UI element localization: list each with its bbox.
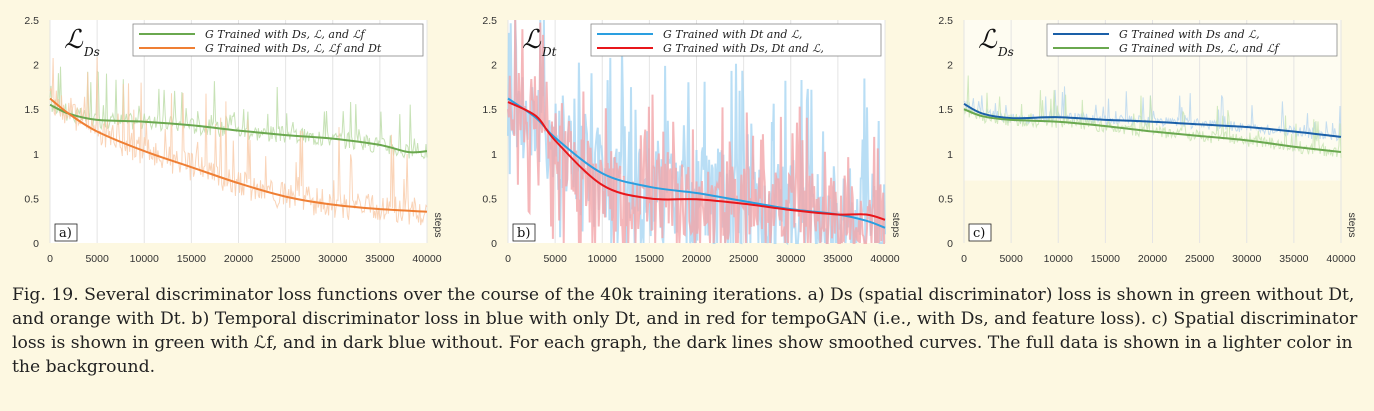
panel-label-box	[968, 223, 992, 242]
x-tick-label: 20000	[682, 253, 711, 265]
panel-label-box	[512, 223, 536, 242]
y-tick-label: 0.5	[24, 193, 39, 205]
x-tick-label: 40000	[870, 253, 899, 265]
y-tick-label: 0.5	[938, 193, 953, 205]
y-tick-label: 0.5	[482, 193, 497, 205]
y-tick-label: 2.5	[482, 15, 497, 27]
y-tick-label: 0	[947, 238, 953, 250]
y-tick-label: 1.5	[938, 104, 953, 116]
y-tick-label: 0	[33, 238, 39, 250]
x-tick-label: 5000	[543, 253, 567, 265]
loss-symbol: ℒ	[522, 25, 542, 55]
x-tick-label: 25000	[729, 253, 758, 265]
chart-c-svg: 0 0.5 1 1.5 2 2.5 0 5000 10000 15000 20000 25000 300…	[938, 15, 1358, 265]
chart-panel-a: 0 0.5 1 1.5 2 2.5 0 5000 10000 15000 20000 25000 300…	[0, 0, 455, 270]
x-tick-label: 5000	[85, 253, 109, 265]
x-axis-label: steps	[890, 212, 902, 237]
x-tick-label: 10000	[1044, 253, 1073, 265]
x-tick-label: 35000	[1279, 253, 1308, 265]
raw-data-series-2	[963, 75, 1342, 158]
panel-label: b)	[517, 226, 530, 241]
y-tick-label: 1.5	[482, 104, 497, 116]
x-tick-label: 15000	[177, 253, 206, 265]
x-tick-label: 0	[961, 253, 967, 265]
x-tick-label: 25000	[1185, 253, 1214, 265]
legend-entry: G Trained with Ds, ℒ, and ℒf	[205, 28, 366, 41]
loss-symbol: ℒ	[64, 25, 84, 55]
x-tick-label: 10000	[588, 253, 617, 265]
smoothed-series-2	[963, 108, 1342, 153]
x-tick-label: 35000	[365, 253, 394, 265]
x-tick-label: 40000	[1326, 253, 1355, 265]
x-tick-label: 30000	[318, 253, 347, 265]
panel-label: c)	[973, 226, 985, 241]
y-tick-label: 2.5	[24, 15, 39, 27]
smoothed-series-2	[507, 101, 886, 221]
y-tick-label: 2	[947, 60, 953, 72]
x-tick-label: 15000	[1091, 253, 1120, 265]
x-tick-label: 20000	[1138, 253, 1167, 265]
y-tick-label: 1	[33, 149, 39, 161]
x-tick-label: 30000	[1232, 253, 1261, 265]
legend-entry: G Trained with Ds, ℒ, ℒf and Dt	[205, 42, 382, 55]
x-tick-label: 0	[47, 253, 53, 265]
y-tick-label: 2.5	[938, 15, 953, 27]
y-tick-label: 1	[947, 149, 953, 161]
x-tick-label: 10000	[130, 253, 159, 265]
x-tick-label: 35000	[823, 253, 852, 265]
chart-b-svg: 0 0.5 1 1.5 2 2.5 0 5000 10000 15000 20000 25000 300…	[482, 15, 902, 265]
legend-box	[1046, 23, 1338, 57]
y-tick-label: 0	[491, 238, 497, 250]
loss-symbol-subscript: Dt	[541, 45, 557, 59]
x-tick-label: 40000	[412, 253, 441, 265]
legend-box	[132, 23, 424, 57]
x-axis-label: steps	[432, 212, 444, 237]
x-tick-label: 25000	[271, 253, 300, 265]
legend-entry: G Trained with Ds, Dt and ℒ,	[663, 42, 824, 55]
y-tick-label: 1	[491, 149, 497, 161]
y-tick-label: 1.5	[24, 104, 39, 116]
legend-entry: G Trained with Dt and ℒ,	[663, 28, 802, 41]
panel-label: a)	[59, 226, 72, 241]
x-tick-label: 5000	[999, 253, 1023, 265]
legend-box	[590, 23, 882, 57]
smoothed-series-2	[49, 97, 428, 213]
loss-symbol-subscript: Ds	[997, 45, 1014, 59]
chart-panel-c: 0 0.5 1 1.5 2 2.5 0 5000 10000 15000 20000 25000 300…	[914, 0, 1369, 270]
legend-entry: G Trained with Ds, ℒ, and ℒf	[1119, 42, 1280, 55]
raw-data-series-1	[49, 66, 428, 160]
legend-entry: G Trained with Ds and ℒ,	[1119, 28, 1260, 41]
raw-data-series-2	[49, 57, 428, 226]
loss-symbol-subscript: Ds	[83, 45, 100, 59]
smoothed-series-1	[49, 103, 428, 154]
x-tick-label: 20000	[224, 253, 253, 265]
x-tick-label: 15000	[635, 253, 664, 265]
panel-label-box	[54, 223, 78, 242]
x-axis-label: steps	[1346, 212, 1358, 237]
chart-a-svg: 0 0.5 1 1.5 2 2.5 0 5000 10000 15000 20000 25000 300…	[24, 15, 444, 265]
smoothed-series-1	[963, 102, 1342, 138]
x-tick-label: 0	[505, 253, 511, 265]
y-tick-label: 2	[491, 60, 497, 72]
loss-symbol: ℒ	[978, 25, 998, 55]
y-tick-label: 2	[33, 60, 39, 72]
chart-panel-b: 0 0.5 1 1.5 2 2.5 0 5000 10000 15000 20000 25000 300…	[458, 0, 913, 270]
figure-caption: Fig. 19. Several discriminator loss func…	[12, 285, 1358, 377]
raw-data-series-2	[507, 19, 886, 244]
x-tick-label: 30000	[776, 253, 805, 265]
